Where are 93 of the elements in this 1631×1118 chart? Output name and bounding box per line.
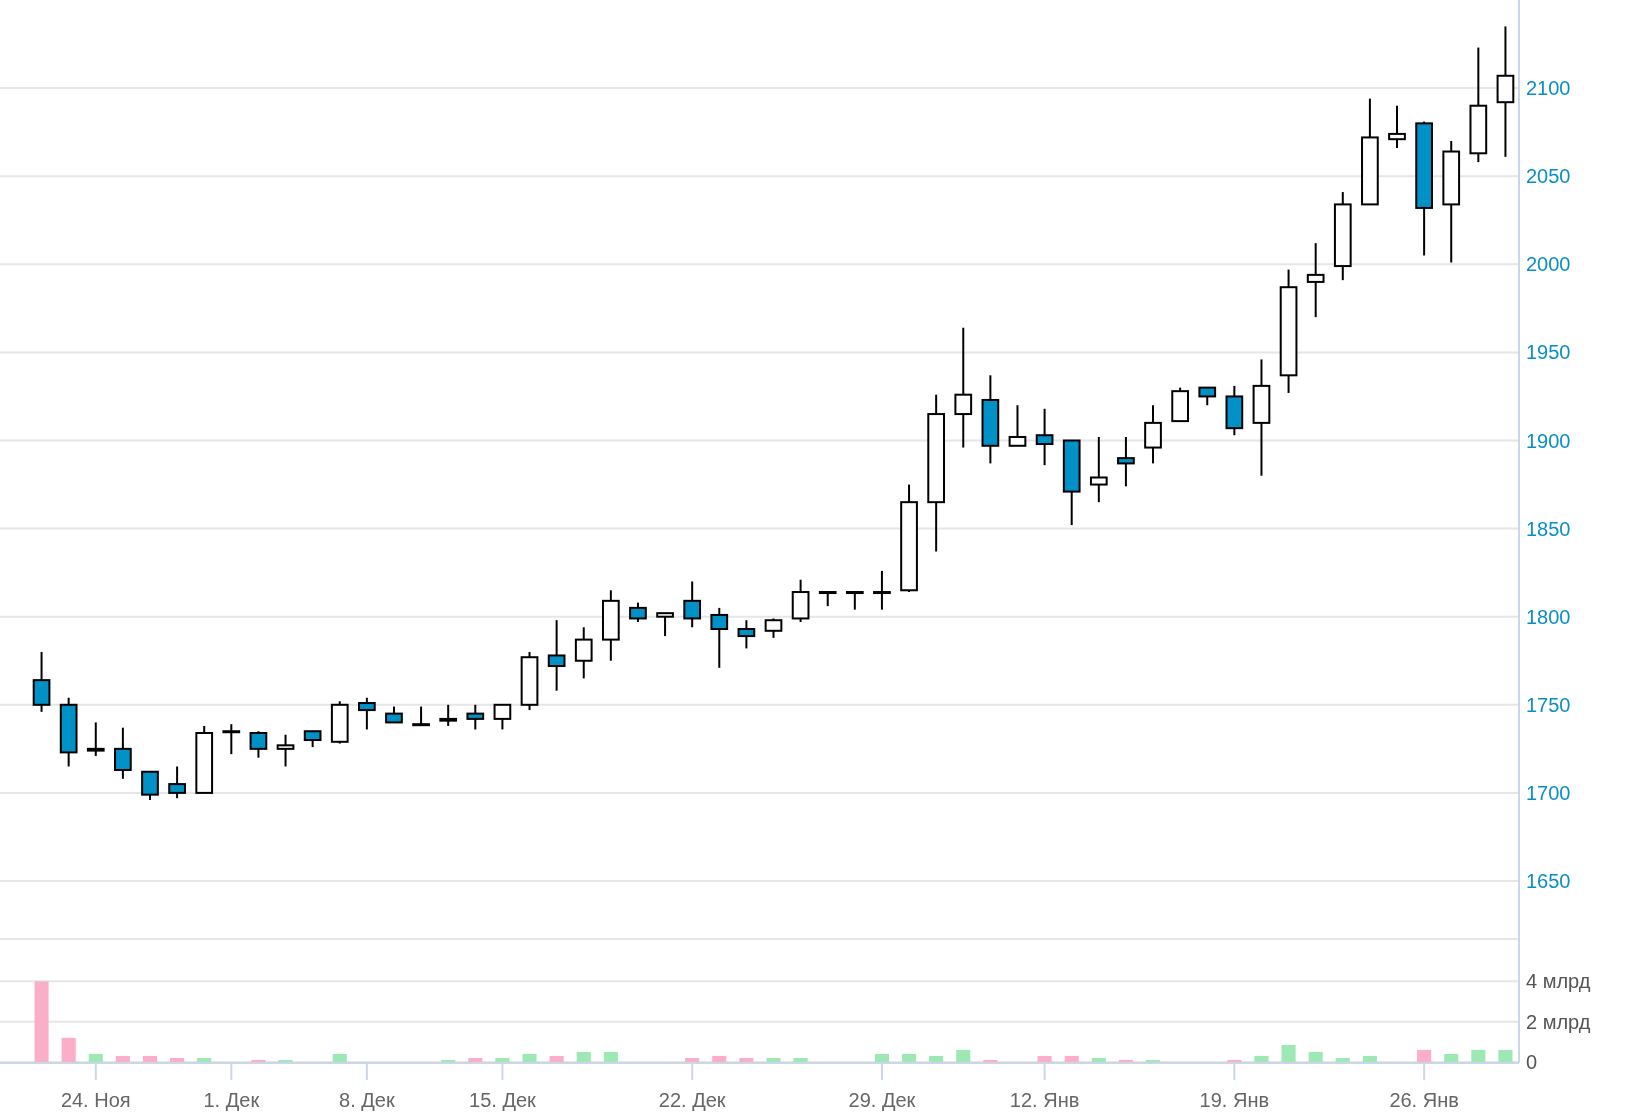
- candlestick: [1089, 435, 1108, 504]
- x-tick-label: 12. Янв: [1009, 1089, 1080, 1111]
- bar: [468, 1057, 483, 1062]
- candlestick: [1388, 104, 1406, 150]
- bar: [712, 1055, 727, 1062]
- bar: [685, 1057, 700, 1062]
- bar: [88, 1053, 103, 1062]
- bar: [874, 1053, 889, 1062]
- candlestick: [1306, 242, 1325, 319]
- bar: [1227, 1059, 1242, 1062]
- y-tick-label: 1850: [1526, 517, 1571, 540]
- candlestick: [764, 617, 783, 639]
- x-tick-label: 22. Дек: [658, 1089, 726, 1111]
- bar: [115, 1055, 130, 1062]
- bar: [495, 1057, 510, 1062]
- candlestick: [1035, 407, 1054, 467]
- bar: [1308, 1051, 1323, 1062]
- bar: [739, 1057, 754, 1062]
- candlestick: [873, 569, 891, 611]
- bar: [61, 1037, 76, 1062]
- candlestick: [86, 721, 105, 757]
- bar: [170, 1057, 185, 1062]
- bar: [929, 1055, 944, 1062]
- y-tick-label: 1800: [1526, 605, 1571, 628]
- candlestick: [141, 770, 159, 801]
- candlestick: [168, 765, 186, 800]
- x-tick-label: 19. Янв: [1199, 1089, 1270, 1111]
- bar: [1417, 1049, 1432, 1062]
- bar: [1145, 1059, 1161, 1062]
- bar: [549, 1055, 564, 1062]
- y-tick-label: 1750: [1526, 693, 1571, 716]
- candlestick: [276, 733, 295, 768]
- bar: [576, 1051, 591, 1062]
- bar: [142, 1055, 158, 1062]
- candlestick: [249, 730, 268, 759]
- bar: [251, 1059, 266, 1062]
- bar: [197, 1057, 212, 1062]
- bar: [1335, 1057, 1350, 1062]
- bar: [1498, 1049, 1513, 1062]
- y-tick-label: 1650: [1526, 870, 1571, 892]
- y-tick-label: 1950: [1526, 341, 1571, 364]
- candlestick: [710, 606, 729, 669]
- candlestick: [656, 612, 674, 638]
- candlestick: [574, 626, 593, 680]
- candlestick: [412, 705, 430, 727]
- candlestick: [1008, 404, 1027, 447]
- candlestick: [845, 591, 864, 611]
- y-tick-label: 2 млрд: [1526, 1010, 1591, 1033]
- candlestick: [683, 580, 702, 629]
- y-tick-label: 0: [1526, 1051, 1538, 1073]
- bar: [522, 1053, 537, 1062]
- bar: [1281, 1044, 1296, 1062]
- x-tick-label: 15. Дек: [469, 1089, 537, 1111]
- bar: [34, 981, 49, 1062]
- y-tick-label: 4 млрд: [1526, 970, 1591, 993]
- bar: [1444, 1053, 1459, 1062]
- y-tick-label: 2100: [1526, 77, 1571, 100]
- x-tick-label: 26. Янв: [1389, 1089, 1459, 1111]
- bar: [278, 1059, 293, 1062]
- candlestick: [547, 619, 566, 692]
- bar: [1118, 1059, 1133, 1062]
- candlestick: [466, 703, 485, 731]
- x-tick-label: 29. Дек: [848, 1089, 916, 1111]
- y-tick-label: 1700: [1526, 781, 1571, 804]
- bar: [1254, 1055, 1269, 1062]
- bar: [1037, 1055, 1052, 1062]
- bar: [1471, 1049, 1486, 1062]
- candlestick: [1117, 435, 1135, 488]
- candlestick: [954, 326, 973, 449]
- bar: [902, 1053, 917, 1062]
- candlestick: [114, 726, 132, 780]
- y-tick-label: 2050: [1526, 165, 1571, 188]
- candlestick: [737, 619, 756, 650]
- candlestick: [629, 601, 647, 623]
- candlestick: [493, 703, 512, 731]
- candlestick: [439, 703, 458, 727]
- x-tick-label: 24. Ноя: [60, 1089, 131, 1111]
- bar: [766, 1057, 781, 1062]
- x-tick-label: 1. Дек: [203, 1089, 260, 1111]
- x-tick-label: 8. Дек: [339, 1089, 395, 1111]
- y-tick-label: 1900: [1526, 429, 1571, 452]
- bar: [793, 1057, 808, 1062]
- bar: [441, 1059, 456, 1062]
- bar: [956, 1049, 971, 1062]
- bar: [983, 1059, 998, 1062]
- bar: [1362, 1055, 1377, 1062]
- candlestick: [222, 723, 241, 756]
- bar: [332, 1053, 347, 1062]
- candlestick: [358, 696, 376, 731]
- bar: [1091, 1057, 1106, 1062]
- bar: [603, 1051, 618, 1062]
- y-tick-label: 2000: [1526, 253, 1571, 276]
- bar: [1064, 1055, 1079, 1062]
